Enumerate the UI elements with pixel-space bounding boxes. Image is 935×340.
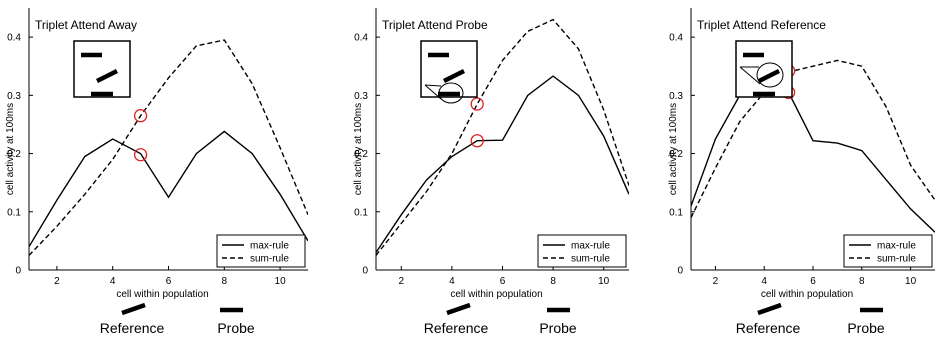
chart-title: Triplet Attend Away	[35, 18, 137, 32]
y-tick-label: 0.3	[354, 91, 368, 102]
y-tick-label: 0.4	[669, 33, 683, 44]
x-tick-label: 10	[905, 276, 917, 287]
attention-line	[739, 66, 761, 85]
y-tick-label: 0.3	[669, 91, 683, 102]
reference-stimulus-bar	[757, 302, 782, 316]
legend-box	[843, 234, 933, 268]
y-tick-label: 0	[15, 266, 21, 277]
attention-line	[424, 84, 442, 87]
x-tick-label: 4	[449, 276, 455, 287]
y-tick-label: 0.2	[354, 149, 368, 160]
series-line-max-rule	[691, 80, 935, 233]
x-axis-label: cell within population	[450, 289, 542, 300]
y-tick-label: 0.1	[669, 207, 683, 218]
x-axis-label: cell within population	[116, 289, 208, 300]
reference-label: Reference	[736, 320, 801, 336]
series-line-sum-rule	[29, 39, 308, 256]
y-tick-label: 0.1	[7, 207, 21, 218]
y-tick-label: 0	[362, 266, 368, 277]
y-tick-label: 0.2	[7, 149, 21, 160]
y-tick-label: 0.4	[354, 33, 368, 44]
y-tick-label: 0	[677, 266, 683, 277]
highlight-marker-2	[133, 148, 148, 162]
legend-label: sum-rule	[571, 254, 610, 265]
y-axis-label: cell activity at 100ms	[353, 103, 364, 195]
series-line-sum-rule	[691, 59, 935, 218]
x-tick-label: 4	[761, 276, 767, 287]
legend-label: sum-rule	[250, 254, 289, 265]
series-line-max-rule	[29, 130, 308, 248]
legend-label: max-rule	[250, 241, 289, 252]
chart-panel-1: 0 0.1 0.2 0.3 0.4 2 4 6 8 10 cell within populatio…	[5, 8, 308, 336]
legend-box	[216, 234, 306, 268]
y-axis-label: cell activity at 100ms	[5, 103, 16, 195]
y-tick-label: 0.1	[354, 207, 368, 218]
x-axis-label: cell within population	[761, 289, 853, 300]
x-tick-label: 10	[275, 276, 287, 287]
x-tick-label: 10	[598, 276, 610, 287]
x-tick-label: 2	[713, 276, 719, 287]
highlight-marker-1	[133, 109, 148, 123]
series-line-sum-rule	[376, 18, 629, 256]
y-tick-label: 0.4	[7, 33, 21, 44]
x-tick-label: 6	[166, 276, 172, 287]
attention-focus-circle	[756, 62, 784, 88]
legend-label: max-rule	[877, 241, 916, 252]
inset-reference-bar	[95, 68, 119, 84]
legend-label: max-rule	[571, 241, 610, 252]
inset-reference-bar	[442, 68, 466, 84]
x-tick-label: 4	[110, 276, 116, 287]
x-tick-label: 6	[810, 276, 816, 287]
chart-panel-3: 0 0.1 0.2 0.3 0.4 2 4 6 8 10 cell within populatio…	[668, 8, 935, 336]
y-tick-label: 0.2	[669, 149, 683, 160]
probe-label: Probe	[217, 320, 255, 336]
reference-label: Reference	[100, 320, 165, 336]
attention-line	[424, 84, 442, 100]
reference-label: Reference	[424, 320, 489, 336]
attention-focus-circle	[438, 82, 464, 104]
stimulus-inset-box	[73, 40, 131, 98]
x-tick-label: 2	[399, 276, 405, 287]
reference-stimulus-bar	[446, 302, 471, 316]
chart-panel-2: 0 0.1 0.2 0.3 0.4 2 4 6 8 10 cell within populatio…	[353, 8, 629, 336]
legend-label: sum-rule	[877, 254, 916, 265]
y-tick-label: 0.3	[7, 91, 21, 102]
legend-box	[537, 234, 627, 268]
x-tick-label: 6	[500, 276, 506, 287]
x-tick-label: 8	[222, 276, 228, 287]
series-line-max-rule	[376, 75, 629, 253]
x-tick-label: 8	[859, 276, 865, 287]
x-tick-label: 2	[54, 276, 60, 287]
probe-label: Probe	[539, 320, 577, 336]
reference-stimulus-bar	[121, 302, 146, 316]
y-axis-label: cell activity at 100ms	[668, 103, 679, 195]
x-tick-label: 8	[550, 276, 556, 287]
stimulus-inset-box	[420, 40, 478, 98]
highlight-marker-2	[470, 134, 484, 148]
chart-title: Triplet Attend Reference	[697, 18, 826, 32]
chart-title: Triplet Attend Probe	[382, 18, 488, 32]
inset-reference-bar	[757, 68, 781, 84]
highlight-marker-1	[470, 97, 484, 111]
stimulus-inset-box	[735, 40, 793, 98]
probe-label: Probe	[847, 320, 885, 336]
